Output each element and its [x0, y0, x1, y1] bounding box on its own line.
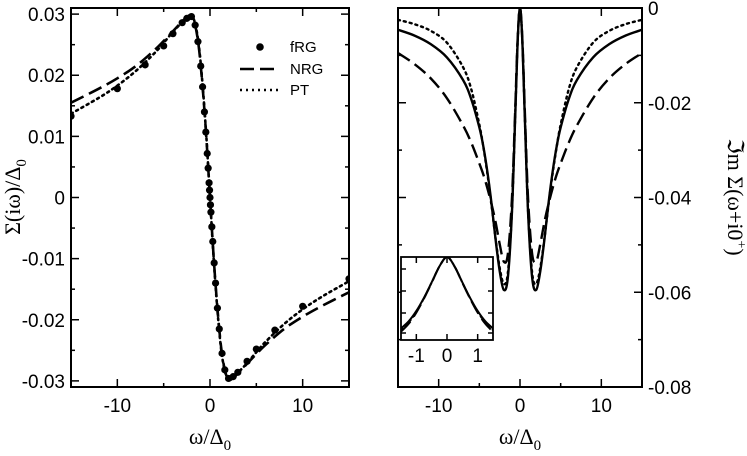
y-tick-label: -0.08 [648, 378, 691, 399]
series-line-frg [398, 8, 642, 292]
frg-marker [205, 186, 214, 194]
frg-marker [198, 83, 207, 91]
frg-marker [187, 12, 196, 21]
frg-marker [252, 345, 260, 353]
y-tick-label: 0.01 [28, 127, 65, 148]
inset-x-tick-label: -1 [408, 346, 425, 367]
y-tick-label: 0 [648, 0, 659, 20]
left-plot-area [71, 12, 349, 383]
left-y-axis-label: Σ(iω)/Δ0 [0, 159, 30, 235]
frg-marker [160, 42, 168, 50]
frg-marker [178, 19, 186, 27]
frg-marker [194, 38, 202, 46]
y-tick-label: -0.03 [22, 372, 65, 393]
left-x-axis-label: ω/Δ0 [189, 424, 231, 454]
frg-marker [299, 302, 307, 310]
frg-marker [215, 325, 223, 333]
right-ticks: -10 0 100-0.02-0.04-0.06-0.08 [397, 0, 692, 417]
inset-x-tick-label: 0 [442, 346, 453, 367]
series-line-nrg [398, 8, 642, 264]
inset-background [401, 257, 493, 340]
x-tick-label: 0 [205, 396, 216, 417]
frg-marker [204, 164, 212, 172]
frg-marker [197, 62, 205, 70]
frg-marker [206, 201, 215, 209]
legend-swatch-frg [256, 43, 264, 51]
left-panel: -10 0 10 -0.03 -0.02 -0.01 0 0.01 0.02 0.03 fRG NR… [0, 5, 350, 454]
frg-marker [202, 128, 210, 136]
frg-marker [206, 193, 214, 202]
inset: -1 0 1 [400, 256, 494, 367]
frg-marker [213, 304, 222, 312]
series-line-pt [401, 257, 493, 332]
frg-marker [207, 208, 215, 216]
y-tick-label: -0.02 [22, 311, 65, 332]
x-tick-label: 0 [515, 396, 526, 417]
y-tick-label: 0.02 [28, 66, 65, 87]
y-tick-label: -0.01 [22, 250, 65, 271]
y-tick-label: 0.03 [28, 5, 65, 26]
x-tick-label: -10 [425, 396, 452, 417]
frg-marker [218, 349, 226, 357]
frg-marker [205, 179, 213, 187]
right-x-axis-label: ω/Δ0 [499, 424, 541, 454]
frg-marker [203, 149, 211, 158]
frg-marker [229, 373, 237, 381]
frg-marker [208, 223, 216, 231]
frg-marker [210, 259, 218, 267]
y-tick-label: -0.02 [648, 94, 691, 115]
frg-marker [141, 61, 149, 69]
legend: fRG NRG PT [240, 39, 323, 99]
right-plot-area [398, 8, 642, 292]
series-line-pt [398, 8, 642, 286]
frg-marker [211, 279, 220, 287]
x-tick-label: 10 [292, 396, 313, 417]
frg-marker [243, 357, 251, 365]
legend-label-pt: PT [290, 82, 309, 99]
legend-label-nrg: NRG [290, 61, 323, 78]
legend-label-frg: fRG [290, 39, 317, 56]
right-panel: -10 0 100-0.02-0.04-0.06-0.08 -1 0 1 ω/Δ0 ℑm… [397, 0, 747, 454]
frg-marker [191, 21, 199, 29]
frg-marker [200, 108, 209, 116]
frg-marker [221, 366, 229, 374]
right-y-axis-label: ℑm Σ(ω+i0+) [723, 138, 747, 255]
frg-marker [113, 85, 121, 93]
inset-x-tick-label: 1 [472, 346, 483, 367]
frg-marker [234, 368, 242, 376]
y-tick-label: -0.04 [648, 189, 692, 210]
left-ticks: -10 0 10 -0.03 -0.02 -0.01 0 0.01 0.02 0.03 [22, 5, 350, 417]
frg-marker [209, 237, 217, 246]
y-tick-label: -0.06 [648, 283, 691, 304]
x-tick-label: 10 [591, 396, 612, 417]
frg-marker [271, 326, 279, 334]
frg-marker [169, 30, 177, 38]
y-tick-label: 0 [54, 189, 65, 210]
x-tick-label: -10 [104, 396, 131, 417]
